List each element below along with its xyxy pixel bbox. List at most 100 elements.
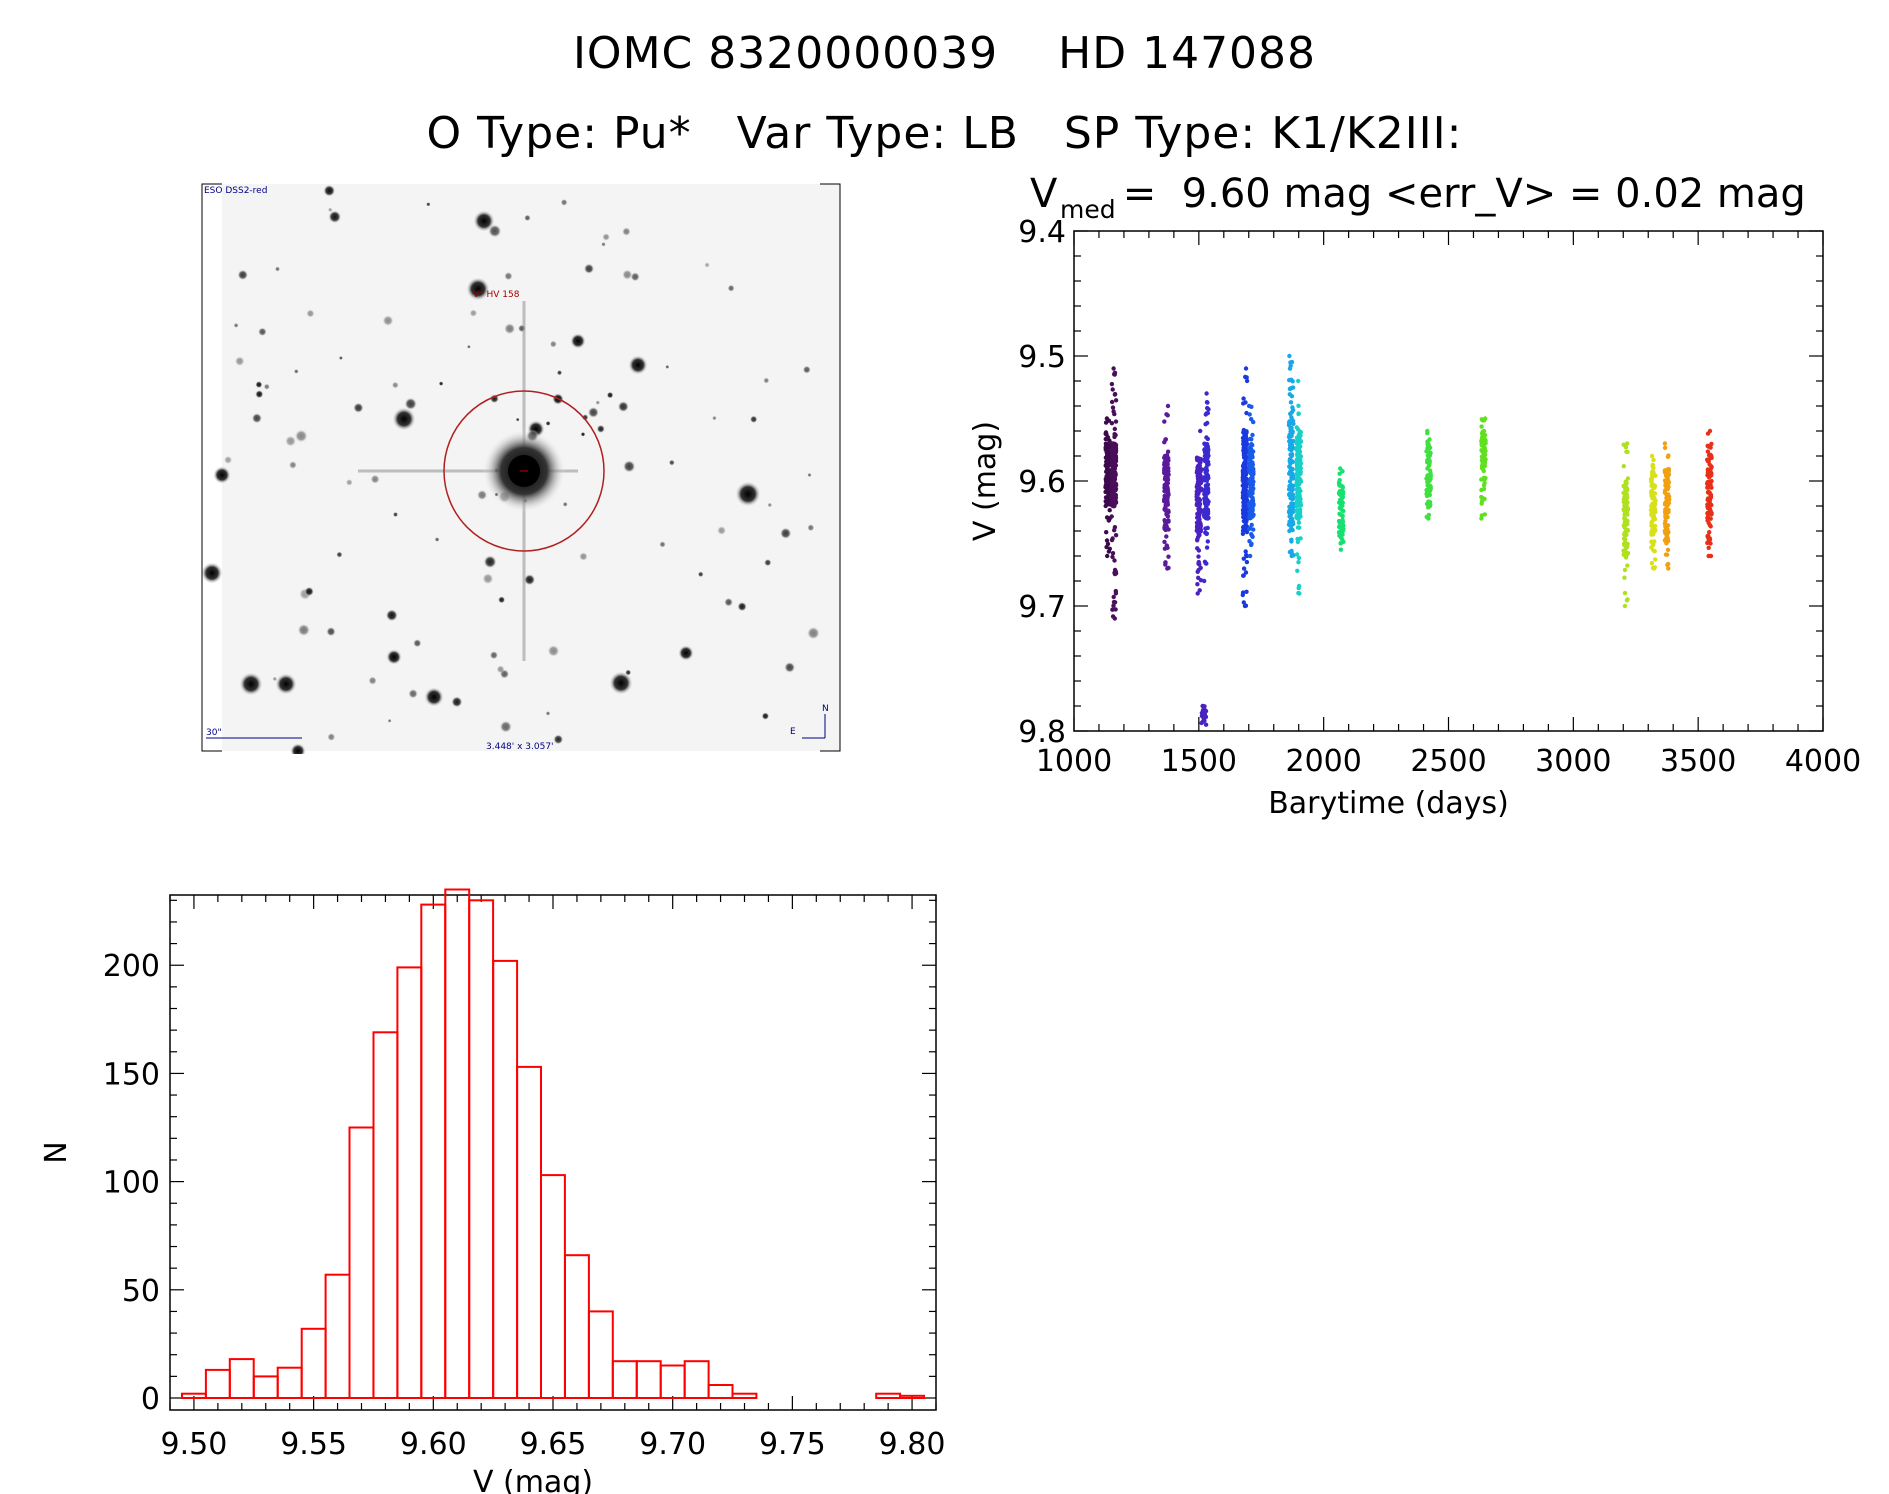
lc-data-point — [1243, 366, 1249, 371]
lc-data-point — [1244, 496, 1249, 501]
lc-data-point — [1113, 488, 1118, 493]
lc-data-point — [1663, 510, 1668, 515]
lc-data-point — [1649, 488, 1654, 494]
lc-data-point — [1164, 463, 1169, 469]
lc-data-point — [1165, 403, 1171, 409]
lc-data-point — [1663, 480, 1669, 485]
lc-data-point — [1289, 453, 1295, 459]
lc-data-point — [1298, 444, 1303, 449]
lc-data-point — [1623, 498, 1629, 503]
hist-bar — [252, 1375, 279, 1400]
lc-data-point — [1651, 529, 1657, 534]
sky-image-frame-right — [820, 183, 841, 752]
lc-data-point — [1705, 459, 1711, 464]
lc-data-point — [1295, 489, 1300, 494]
lc-data-point — [1709, 470, 1714, 476]
lc-data-point — [1110, 473, 1115, 478]
lc-data-point — [1166, 458, 1171, 463]
lc-data-point — [1482, 461, 1488, 466]
sky-star — [237, 269, 249, 281]
lc-data-point — [1248, 453, 1253, 459]
lc-data-point — [1113, 458, 1119, 464]
lc-data-point — [1288, 504, 1293, 510]
lc-data-point — [1425, 480, 1431, 486]
lc-data-point — [1296, 516, 1301, 522]
lc-data-point — [1206, 499, 1211, 504]
lc-data-point — [1649, 479, 1654, 485]
lc-data-point — [1113, 432, 1118, 438]
lc-data-point — [1340, 519, 1346, 524]
lc-data-point — [1622, 543, 1627, 548]
lc-data-point — [1649, 512, 1654, 517]
lc-data-point — [1196, 481, 1201, 487]
lc-data-point — [1622, 519, 1628, 525]
lc-data-point — [1338, 512, 1343, 517]
lc-data-point — [1296, 427, 1301, 432]
lc-data-point — [1113, 493, 1119, 498]
lc-data-point — [1105, 457, 1110, 462]
lc-data-point — [1482, 440, 1488, 446]
lc-data-point — [1664, 471, 1669, 476]
lc-data-point — [1103, 503, 1108, 509]
lc-data-point — [1622, 548, 1627, 553]
lc-data-point — [1482, 418, 1487, 423]
lc-data-point — [1247, 457, 1252, 462]
lc-data-point — [1480, 461, 1486, 467]
lc-data-point — [1480, 418, 1485, 423]
lc-data-point — [1664, 479, 1670, 484]
lc-data-point — [1112, 485, 1117, 490]
lc-data-point — [1111, 499, 1116, 504]
lc-data-point — [1651, 457, 1656, 463]
sky-star — [503, 322, 516, 335]
lc-data-point — [1428, 471, 1433, 476]
lc-data-point — [1482, 447, 1487, 453]
sky-star — [482, 572, 494, 585]
lc-data-point — [1103, 420, 1109, 425]
lc-data-point — [1244, 498, 1249, 503]
lc-data-point — [1482, 460, 1487, 465]
lc-data-point — [1105, 458, 1111, 464]
lc-data-point — [1111, 594, 1116, 600]
lc-data-point — [1241, 442, 1247, 448]
lc-data-point — [1623, 555, 1629, 560]
lc-data-point — [1162, 470, 1167, 476]
lc-data-point — [1203, 515, 1209, 520]
lc-data-point — [1105, 453, 1110, 458]
lc-data-point — [1624, 522, 1629, 527]
lc-data-point — [1425, 439, 1430, 444]
lc-data-point — [1650, 523, 1655, 529]
lc-data-point — [1248, 509, 1254, 514]
lc-data-point — [1164, 481, 1169, 487]
lc-data-point — [1666, 566, 1671, 571]
lc-data-point — [1203, 441, 1208, 447]
lc-data-point — [1203, 497, 1209, 502]
lc-data-point — [1203, 496, 1208, 502]
lc-data-point — [1162, 499, 1167, 504]
lc-data-point — [1203, 470, 1208, 475]
sky-star — [213, 466, 231, 484]
lc-data-point — [1294, 513, 1300, 518]
lc-data-point — [1204, 545, 1210, 550]
lc-data-point — [1247, 503, 1253, 508]
lc-data-point — [1204, 503, 1209, 508]
lc-data-point — [1249, 532, 1254, 537]
lc-data-point — [1242, 497, 1247, 503]
lc-data-point — [1197, 503, 1202, 508]
lc-data-point — [1202, 559, 1208, 564]
lc-data-point — [1425, 466, 1430, 471]
lc-data-point — [1479, 417, 1485, 422]
lc-data-point — [1623, 508, 1629, 513]
lc-data-point — [1666, 538, 1671, 544]
lc-data-point — [1289, 537, 1294, 542]
lc-data-point — [1651, 542, 1656, 547]
lc-data-point — [1248, 515, 1253, 521]
lc-data-point — [1204, 391, 1209, 396]
lc-data-point — [1650, 470, 1655, 475]
lc-data-point — [1338, 493, 1344, 498]
lc-data-point — [1197, 532, 1202, 538]
lc-data-point — [1202, 489, 1207, 494]
lc-data-point — [1203, 497, 1209, 502]
lc-data-point — [1290, 472, 1295, 478]
lc-data-point — [1202, 713, 1207, 718]
lc-data-point — [1113, 454, 1119, 459]
